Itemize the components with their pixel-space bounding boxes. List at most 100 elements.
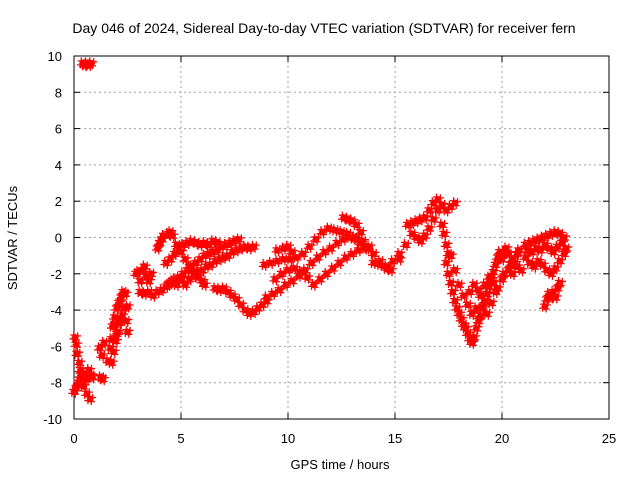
x-tick-label: 5 — [177, 431, 184, 446]
data-point — [175, 277, 183, 285]
data-point — [403, 243, 411, 251]
data-point — [534, 248, 542, 256]
data-point — [83, 368, 91, 376]
data-point — [427, 209, 435, 217]
data-point — [123, 303, 131, 311]
data-point — [437, 198, 445, 206]
data-point — [558, 277, 566, 285]
data-point — [89, 394, 97, 402]
data-point — [470, 306, 478, 314]
data-point — [381, 262, 389, 270]
data-point — [343, 213, 351, 221]
data-point — [296, 266, 304, 274]
data-point — [461, 294, 469, 302]
data-point — [454, 307, 462, 315]
data-point — [469, 278, 477, 286]
x-tick-label: 15 — [388, 431, 402, 446]
data-point — [138, 264, 146, 272]
data-point — [541, 233, 549, 241]
data-point — [555, 287, 563, 295]
data-point — [318, 250, 326, 258]
data-point — [304, 240, 312, 248]
data-point — [462, 302, 470, 310]
data-point — [486, 308, 494, 316]
data-point — [473, 332, 481, 340]
data-point — [167, 275, 175, 283]
data-point — [84, 378, 92, 386]
data-point — [343, 228, 351, 236]
data-point — [350, 222, 358, 230]
data-point — [275, 271, 283, 279]
data-point — [141, 273, 149, 281]
data-point — [540, 238, 548, 246]
data-point — [282, 244, 290, 252]
data-point — [451, 306, 459, 314]
data-point — [105, 360, 113, 368]
data-point — [462, 298, 470, 306]
data-point — [183, 264, 191, 272]
data-point — [444, 209, 452, 217]
data-point — [313, 238, 321, 246]
data-point — [453, 198, 461, 206]
data-point — [283, 283, 291, 291]
data-point — [90, 58, 98, 66]
data-point — [272, 244, 280, 252]
data-point — [338, 237, 345, 245]
data-point — [468, 282, 476, 290]
data-point — [435, 209, 443, 217]
data-point — [265, 261, 273, 269]
data-point — [333, 261, 341, 269]
data-point — [456, 303, 464, 311]
data-point — [248, 240, 256, 248]
data-point — [353, 244, 361, 252]
data-point — [235, 302, 243, 310]
y-tick-label: -4 — [50, 303, 62, 318]
data-point — [477, 304, 485, 312]
data-point — [94, 346, 102, 354]
data-point — [466, 311, 474, 319]
data-point — [441, 238, 449, 246]
data-point — [169, 247, 177, 255]
data-point — [290, 280, 298, 288]
data-point — [531, 265, 539, 273]
data-point — [494, 286, 502, 294]
data-point — [148, 272, 156, 280]
data-point — [449, 268, 457, 276]
data-point — [442, 271, 450, 279]
data-point — [501, 242, 509, 250]
data-point — [206, 243, 214, 251]
data-point — [559, 231, 567, 239]
data-point — [300, 252, 308, 260]
data-point — [125, 330, 133, 338]
data-point — [436, 205, 444, 213]
data-point — [427, 217, 435, 225]
data-point — [219, 282, 227, 290]
data-point — [522, 244, 530, 252]
data-point — [192, 270, 200, 278]
data-point — [109, 322, 117, 330]
data-point — [105, 337, 113, 345]
data-point — [197, 275, 205, 283]
data-point — [303, 244, 311, 252]
data-point — [415, 239, 423, 247]
data-point — [362, 247, 370, 255]
data-point — [98, 373, 106, 381]
data-point — [432, 197, 440, 205]
data-point — [472, 319, 480, 327]
data-point — [440, 261, 448, 269]
data-point — [198, 253, 206, 261]
data-point — [125, 316, 133, 324]
data-point — [165, 283, 173, 291]
data-point — [439, 228, 447, 236]
data-point — [79, 371, 87, 379]
data-point — [351, 233, 359, 241]
data-point — [291, 247, 299, 255]
data-point — [364, 243, 372, 251]
data-point — [235, 246, 243, 254]
data-point — [286, 279, 294, 287]
data-point — [549, 266, 557, 274]
data-point — [502, 251, 510, 259]
data-point — [481, 311, 489, 319]
data-point — [437, 218, 445, 226]
data-point — [327, 266, 335, 274]
